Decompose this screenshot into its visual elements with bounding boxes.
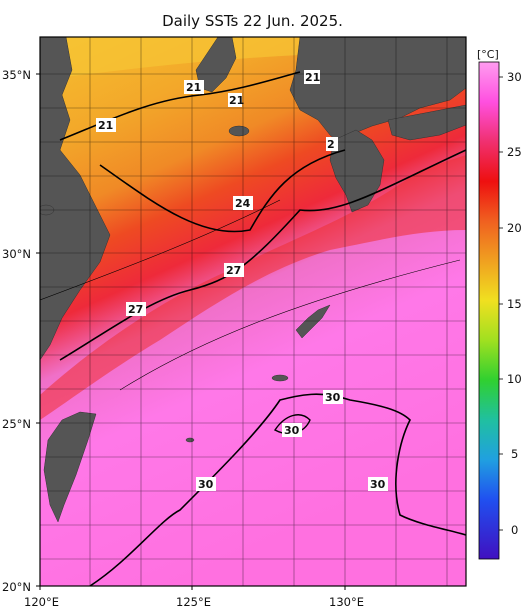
colorbar (478, 61, 500, 560)
land (40, 37, 466, 523)
colorbar-tick-label: 0 (511, 523, 518, 537)
taiwan-island (43, 411, 97, 523)
isotherm-label: 2 (327, 138, 335, 151)
warm-current-band (40, 155, 466, 420)
ryukyu-island (271, 374, 289, 382)
isotherm-minor (119, 259, 461, 391)
isotherm-label: 27 (128, 303, 143, 316)
jeju-island (228, 125, 250, 137)
isotherm-label: 30 (370, 478, 386, 491)
isotherm-label: 30 (325, 391, 341, 404)
isotherm-label: 21 (98, 119, 113, 132)
lat-label: 20°N (2, 580, 31, 594)
lon-label: 130°E (329, 595, 364, 609)
korea-peninsula (195, 37, 237, 93)
isotherm-label: 21 (229, 94, 244, 107)
colorbar-tick-label: 25 (507, 145, 522, 159)
china-mainland (40, 37, 111, 361)
colorbar-ticks (499, 76, 503, 531)
lon-label: 120°E (24, 595, 59, 609)
isotherm-label: 30 (198, 478, 214, 491)
colorbar-tick-label: 20 (507, 221, 522, 235)
lat-label: 25°N (2, 417, 31, 431)
map-frame (39, 36, 467, 587)
colorbar-unit: [°C] (477, 48, 499, 61)
isotherm-minor (40, 199, 281, 301)
map-title: Daily SSTs 22 Jun. 2025. (162, 12, 343, 30)
isotherm-label: 21 (186, 81, 201, 94)
colorbar-tick-label: 15 (507, 297, 522, 311)
isotherm-27 (59, 149, 466, 361)
japan-shikoku (387, 104, 466, 141)
isotherm-label: 21 (305, 71, 320, 84)
colorbar-tick-label: 5 (511, 447, 518, 461)
colorbar-tick-label: 30 (507, 70, 522, 84)
isotherm-label: 30 (284, 424, 300, 437)
colorbar-tick-label: 10 (507, 372, 522, 386)
isotherm-labels: 21 21 21 21 24 2 27 27 30 30 30 30 (96, 70, 388, 491)
lon-label: 125°E (176, 595, 211, 609)
isotherm-label: 27 (226, 264, 241, 277)
okinawa-island (295, 304, 331, 339)
lat-label: 30°N (2, 247, 31, 261)
isotherm-label: 24 (235, 197, 251, 210)
lat-label: 35°N (2, 68, 31, 82)
isotherm-24 (99, 149, 346, 233)
frame-ticks (36, 73, 346, 590)
yaeyama-island (185, 437, 195, 443)
cool-north-region (40, 37, 300, 80)
